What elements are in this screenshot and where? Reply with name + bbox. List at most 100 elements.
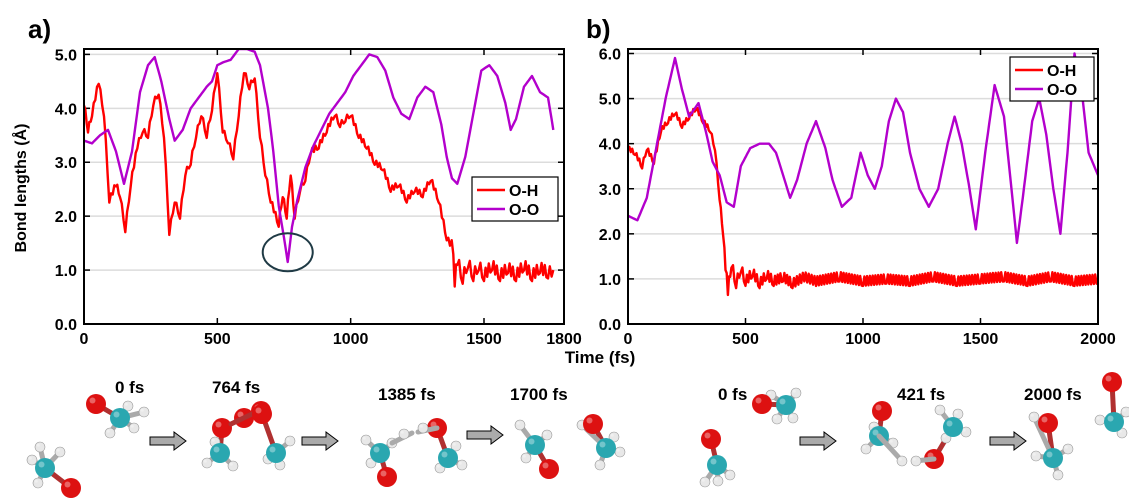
molecule-snapshots	[26, 372, 1129, 498]
atom-highlight	[211, 438, 215, 442]
panel-a-label: a)	[28, 14, 51, 44]
y-tick-label: 3.0	[55, 155, 77, 172]
snapshot-label-a-1700: 1700 fs	[510, 385, 568, 404]
reaction-arrow	[799, 431, 837, 451]
x-tick-label: 0	[624, 331, 633, 348]
hydrogen-atom	[724, 469, 736, 481]
oxygen-atom	[212, 418, 232, 438]
x-tick-label: 1500	[466, 331, 502, 348]
hydrogen-atom	[1094, 414, 1106, 426]
oxygen-atom	[752, 394, 772, 414]
legend-label-o-h: O-H	[509, 183, 538, 200]
atom-highlight	[269, 446, 276, 453]
atom-highlight	[714, 477, 718, 481]
atom-highlight	[792, 389, 796, 393]
x-tick-label: 500	[204, 331, 231, 348]
hydrogen-atom	[122, 400, 134, 412]
atom-highlight	[599, 441, 606, 448]
atom-highlight	[954, 410, 958, 414]
atom-highlight	[862, 445, 866, 449]
hydrogen-atom	[896, 455, 908, 467]
atom-highlight	[596, 461, 600, 465]
atom-highlight	[458, 461, 462, 465]
reaction-arrow	[989, 431, 1027, 451]
hydrogen-atom	[594, 459, 606, 471]
atom-highlight	[704, 432, 711, 439]
carbon-atom	[525, 435, 545, 455]
hydrogen-atom	[128, 422, 140, 434]
atom-highlight	[528, 438, 535, 445]
hydrogen-atom	[26, 454, 38, 466]
atom-highlight	[1122, 408, 1126, 412]
atom-highlight	[213, 446, 220, 453]
atom-highlight	[767, 391, 771, 395]
atom-highlight	[870, 423, 874, 427]
carbon-atom	[35, 458, 55, 478]
panel-b-label: b)	[586, 14, 611, 44]
atom-highlight	[1054, 471, 1058, 475]
snapshot-label-b-421: 421 fs	[897, 385, 945, 404]
oxygen-atom	[701, 429, 721, 449]
chart-b: 0.0 1.0 2.0 3.0 4.0 5.0 6.0 0 500 1000 1500 2000 O-H…	[599, 47, 1116, 348]
atom-highlight	[1118, 429, 1122, 433]
hydrogen-atom	[32, 477, 44, 489]
hydrogen-atom	[541, 429, 553, 441]
y-tick-label: 2.0	[599, 227, 621, 244]
hydrogen-atom	[771, 413, 783, 425]
atom-highlight	[89, 397, 96, 404]
series-line-o-h	[628, 106, 1098, 297]
atom-highlight	[726, 471, 730, 475]
carbon-atom	[110, 408, 130, 428]
snapshot-label-b-2000: 2000 fs	[1024, 385, 1082, 404]
snapshot-label-a-764: 764 fs	[212, 378, 260, 397]
hydrogen-atom	[1030, 450, 1042, 462]
x-axis-label: Time (fs)	[565, 348, 636, 367]
hydrogen-atom	[227, 460, 239, 472]
atom-highlight	[1046, 451, 1053, 458]
y-tick-label: 1.0	[599, 272, 621, 289]
hydrogen-atom	[1028, 411, 1040, 423]
hydrogen-atom	[1062, 443, 1074, 455]
hydrogen-atom	[934, 404, 946, 416]
hydrogen-atom	[1120, 406, 1129, 418]
atom-highlight	[36, 443, 40, 447]
snapshot-label-b-0: 0 fs	[718, 385, 747, 404]
y-tick-label: 5.0	[599, 92, 621, 109]
series-line-o-o	[628, 52, 1098, 245]
atom-highlight	[1096, 416, 1100, 420]
legend-label-o-o: O-O	[1047, 82, 1077, 99]
atom-highlight	[1032, 452, 1036, 456]
atom-highlight	[373, 446, 380, 453]
carbon-atom	[943, 417, 963, 437]
hydrogen-atom	[712, 475, 724, 487]
atom-highlight	[113, 411, 120, 418]
atom-highlight	[1064, 445, 1068, 449]
oxygen-atom	[1038, 413, 1058, 433]
carbon-atom	[370, 443, 390, 463]
atom-highlight	[1107, 415, 1114, 422]
atom-highlight	[255, 407, 262, 414]
carbon-atom	[707, 455, 727, 475]
atom-highlight	[710, 458, 717, 465]
atom-highlight	[140, 408, 144, 412]
y-tick-label: 5.0	[55, 47, 77, 64]
series-line-o-o	[84, 49, 555, 264]
atom-highlight	[912, 457, 916, 461]
atom-highlight	[441, 451, 448, 458]
atom-highlight	[1041, 416, 1048, 423]
atom-highlight	[522, 454, 526, 458]
atom-highlight	[28, 456, 32, 460]
carbon-atom	[1104, 412, 1124, 432]
atom-highlight	[419, 424, 423, 428]
atom-highlight	[215, 421, 222, 428]
plot-frame	[83, 48, 565, 325]
atom-highlight	[380, 470, 387, 477]
chart-a: 0.0 1.0 2.0 3.0 4.0 5.0 0 500 1000 1500 1800 O-H O-O	[55, 47, 582, 348]
x-tick-label: 1000	[333, 331, 369, 348]
atom-highlight	[124, 402, 128, 406]
atom-highlight	[1030, 413, 1034, 417]
x-tick-label: 2000	[1080, 331, 1116, 348]
reaction-arrow	[466, 425, 504, 445]
oxygen-atom	[377, 467, 397, 487]
atom-highlight	[229, 462, 233, 466]
